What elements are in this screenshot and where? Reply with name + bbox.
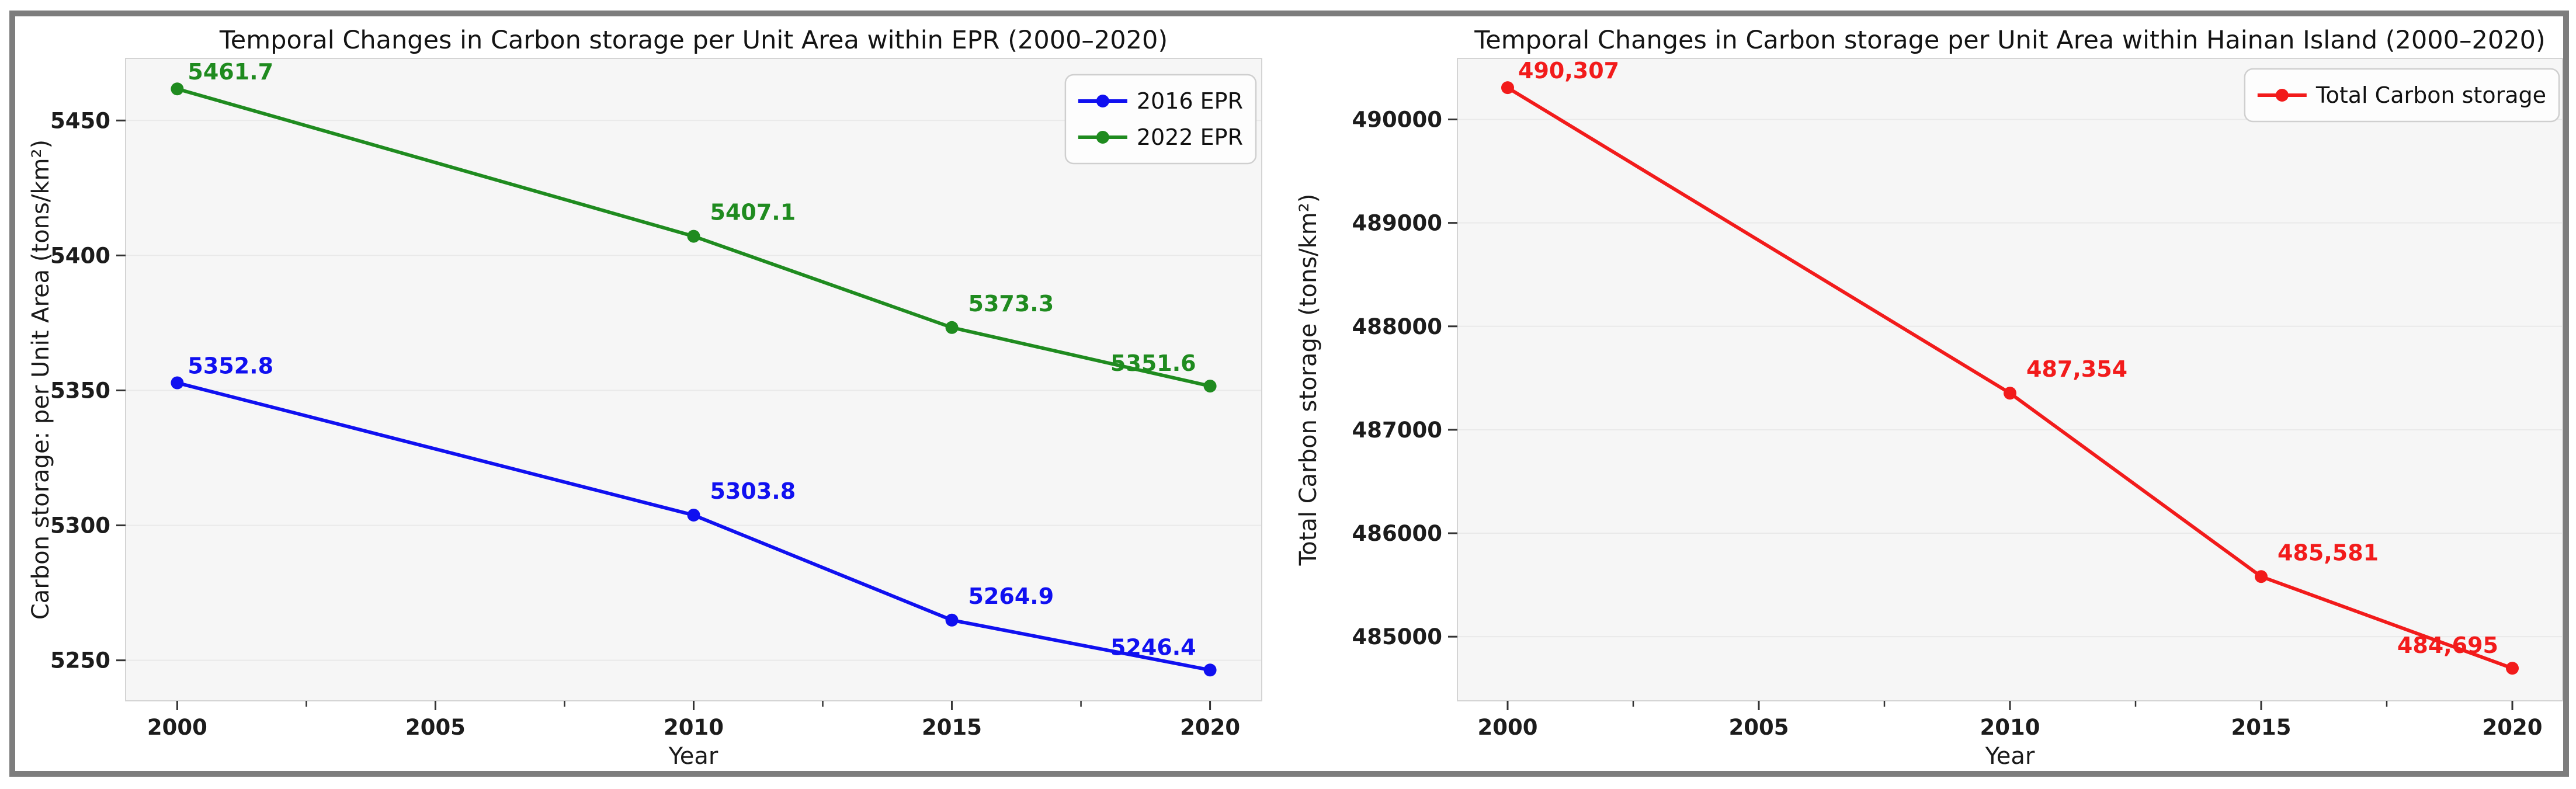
series-line <box>175 87 1212 388</box>
series-2022-epr: 5461.7 5407.1 5373.3 5351.6 <box>171 59 1217 393</box>
y-axis-label-epr: Carbon storage: per Unit Area (tons/km²) <box>27 139 54 620</box>
legend-label: Total Carbon storage <box>2315 82 2546 108</box>
data-point <box>687 230 700 243</box>
y-tick-label: 488000 <box>1352 314 1442 339</box>
plot-area <box>126 58 1262 701</box>
data-point <box>1203 663 1217 677</box>
data-point <box>1203 380 1217 393</box>
data-point <box>945 321 959 334</box>
data-point <box>2004 387 2016 400</box>
x-tick-label: 2020 <box>2483 715 2543 740</box>
y-axis-label-hainan: Total Carbon storage (tons/km²) <box>1295 193 1322 566</box>
legend-swatch-marker <box>1096 131 1109 144</box>
x-tick-label: 2000 <box>1478 715 1538 740</box>
series-line <box>175 381 1212 672</box>
y-tick-label: 486000 <box>1352 521 1442 546</box>
data-point <box>945 613 959 627</box>
data-point <box>171 376 184 390</box>
chart-title-hainan: Temporal Changes in Carbon storage per U… <box>1474 26 2546 55</box>
y-tick-label: 5450 <box>50 108 110 133</box>
data-point-label: 5461.7 <box>188 59 273 85</box>
x-tick-label: 2005 <box>405 715 466 740</box>
y-tick-label: 490000 <box>1352 107 1442 133</box>
y-tick-label: 487000 <box>1352 418 1442 443</box>
data-point-label: 5352.8 <box>188 353 273 379</box>
chart-title-epr: Temporal Changes in Carbon storage per U… <box>219 26 1168 55</box>
y-tick-label: 485000 <box>1352 624 1442 649</box>
legend-swatch-marker <box>1096 95 1109 107</box>
data-point <box>171 82 184 96</box>
legend-box <box>2244 68 2560 123</box>
y-tick-label: 5400 <box>50 243 110 268</box>
y-tick-label: 5250 <box>50 648 110 673</box>
x-tick-label: 2010 <box>1980 715 2040 740</box>
data-point-label: 484,695 <box>2397 632 2498 658</box>
legend-label: 2022 EPR <box>1137 124 1243 150</box>
x-tick-label: 2010 <box>664 715 724 740</box>
x-tick-label: 2020 <box>1180 715 1240 740</box>
x-tick-label: 2015 <box>2231 715 2292 740</box>
chart-epr: 5250 5300 5350 5400 5450 2000 2005 2010 2015 2020… <box>50 58 1262 740</box>
x-axis-label-epr: Year <box>668 743 718 770</box>
y-tick-label: 5300 <box>50 513 110 538</box>
legend-swatch-marker <box>2275 89 2289 102</box>
x-tick-label: 2005 <box>1729 715 1789 740</box>
legend: 2016 EPR 2022 EPR <box>1064 74 1257 165</box>
data-point-label: 5264.9 <box>968 583 1054 609</box>
legend: Total Carbon storage <box>2244 68 2560 123</box>
series-total-carbon-storage: 490,307 487,354 485,581 484,695 <box>1501 58 2519 675</box>
legend-box <box>1064 74 1257 165</box>
data-point-label: 5303.8 <box>710 478 796 504</box>
x-tick-label: 2000 <box>147 715 207 740</box>
y-tick-label: 5350 <box>50 378 110 403</box>
data-point <box>687 509 700 522</box>
series-2016-epr: 5352.8 5303.8 5264.9 5246.4 <box>171 353 1217 677</box>
data-point-label: 5373.3 <box>968 291 1054 317</box>
data-point <box>2255 570 2268 583</box>
data-point <box>1501 81 1514 95</box>
chart-hainan: 485000 486000 487000 488000 489000 490000 2000… <box>1352 58 2563 740</box>
x-tick-label: 2015 <box>922 715 982 740</box>
data-point-label: 5407.1 <box>710 200 796 225</box>
data-point-label: 5351.6 <box>1110 350 1196 376</box>
data-point-label: 490,307 <box>1518 58 1619 84</box>
data-point-label: 485,581 <box>2278 540 2379 565</box>
plot-area <box>1457 58 2563 701</box>
series-line <box>1506 86 2514 670</box>
data-point-label: 5246.4 <box>1110 634 1196 660</box>
y-tick-label: 489000 <box>1352 211 1442 236</box>
legend-label: 2016 EPR <box>1137 88 1243 114</box>
data-point <box>2506 662 2519 675</box>
data-point-label: 487,354 <box>2026 356 2127 382</box>
x-axis-label-hainan: Year <box>1985 743 2035 770</box>
